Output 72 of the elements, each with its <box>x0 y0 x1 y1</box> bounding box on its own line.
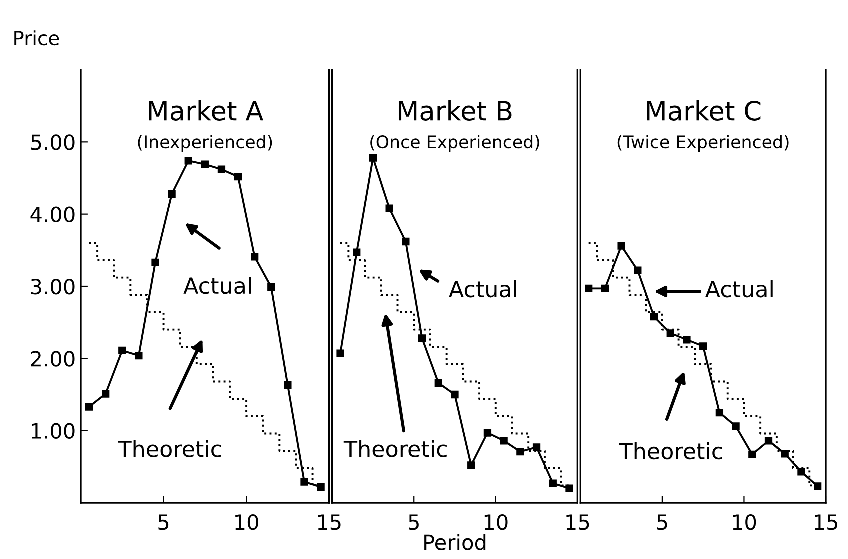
point <box>666 330 674 338</box>
x-tick-label: 15 <box>815 514 838 530</box>
point <box>251 253 259 261</box>
point <box>634 266 642 274</box>
text: Market C <box>647 100 761 121</box>
point <box>500 437 508 445</box>
annotation: Actual <box>449 280 516 298</box>
y-tick-label: 2.00 <box>31 351 75 367</box>
point <box>468 462 476 470</box>
point <box>118 346 126 355</box>
text: (Twice Experienced) <box>618 135 789 152</box>
point <box>601 284 610 292</box>
point <box>732 422 740 430</box>
point <box>102 390 110 398</box>
annotation: Actual <box>706 280 773 298</box>
point <box>618 242 626 250</box>
point <box>683 336 691 344</box>
point <box>336 350 344 358</box>
point <box>764 437 773 445</box>
point <box>451 390 459 399</box>
x-tick-label: 15 <box>566 514 590 530</box>
point <box>748 450 756 458</box>
point <box>300 478 308 486</box>
point <box>234 172 242 181</box>
point <box>353 248 361 256</box>
point <box>85 403 94 411</box>
annotation: Theoretic <box>344 440 447 458</box>
y-tick-label: 4.00 <box>30 206 75 223</box>
point <box>484 429 492 437</box>
point <box>650 312 658 321</box>
y-tick-label: 1.00 <box>32 423 75 440</box>
text: (Once Experienced) <box>370 135 540 152</box>
x-axis-title: Period <box>424 534 486 550</box>
text: (Inexperienced) <box>138 135 272 152</box>
point <box>218 166 226 174</box>
x-tick-label: 5 <box>657 514 668 530</box>
point <box>700 342 708 350</box>
y-tick-label: 5.00 <box>31 134 75 150</box>
point <box>369 154 378 162</box>
x-tick-label: 10 <box>484 514 508 530</box>
point <box>549 480 557 488</box>
x-tick-label: 5 <box>409 514 419 530</box>
point <box>434 379 442 388</box>
y-axis-title: Price <box>14 30 60 46</box>
point <box>814 482 822 490</box>
point <box>152 258 160 267</box>
y-tick-label: 3.00 <box>31 278 75 295</box>
point <box>418 334 426 342</box>
point <box>201 160 209 168</box>
point <box>516 448 524 456</box>
text: Market A <box>149 100 264 121</box>
point <box>532 444 541 452</box>
point <box>402 238 410 246</box>
annotation: Theoretic <box>118 440 222 458</box>
point <box>798 468 806 476</box>
x-tick-label: 15 <box>318 514 341 530</box>
point <box>716 408 724 417</box>
annotation: Theoretic <box>619 442 722 460</box>
point <box>268 283 276 292</box>
annotation: Actual <box>184 277 252 294</box>
x-tick-label: 10 <box>236 514 258 530</box>
point <box>566 484 574 492</box>
point <box>168 190 176 198</box>
point <box>135 352 143 360</box>
point <box>284 382 292 390</box>
point <box>184 157 192 165</box>
x-tick-label: 5 <box>158 514 169 530</box>
text: Market B <box>398 100 512 121</box>
point <box>585 284 593 292</box>
x-tick-label: 10 <box>733 514 756 530</box>
point <box>386 204 394 212</box>
point <box>317 483 325 491</box>
